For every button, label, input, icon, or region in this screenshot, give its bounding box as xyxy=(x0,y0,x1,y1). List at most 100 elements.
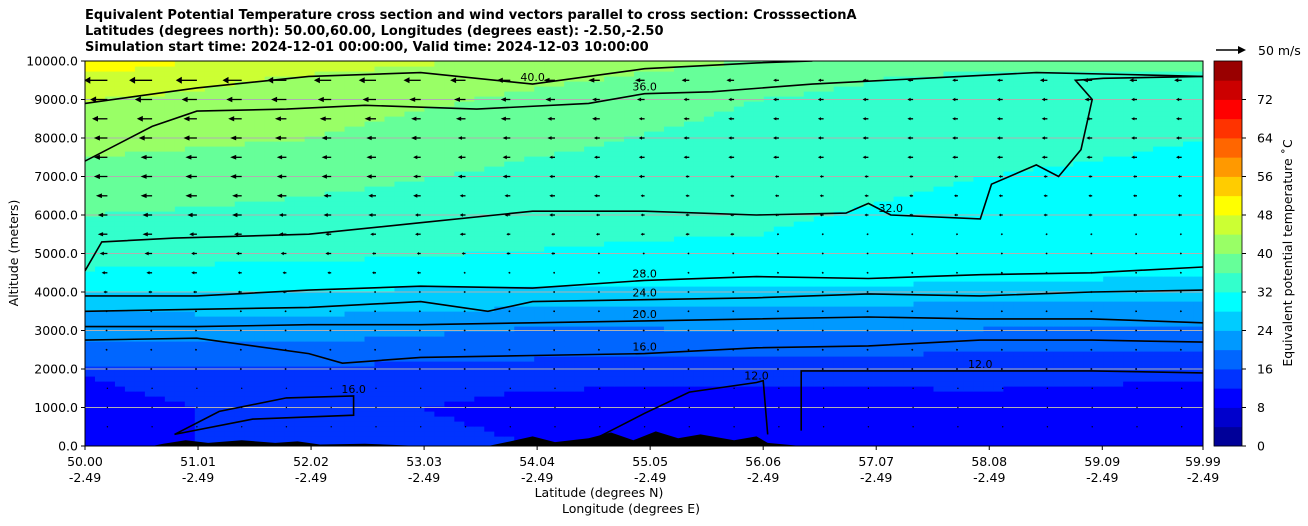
field-cell xyxy=(1013,426,1024,432)
field-cell xyxy=(1153,281,1164,287)
field-cell xyxy=(284,391,296,397)
field-cell xyxy=(354,326,366,332)
field-cell xyxy=(773,311,785,317)
field-cell xyxy=(1133,356,1144,362)
field-cell xyxy=(114,406,126,412)
field-cell xyxy=(164,411,176,417)
field-cell xyxy=(374,411,386,417)
field-cell xyxy=(544,326,555,332)
field-cell xyxy=(1033,321,1044,327)
field-cell xyxy=(334,396,346,402)
field-cell xyxy=(85,376,96,382)
field-cell xyxy=(873,361,885,367)
field-cell xyxy=(604,296,615,302)
field-cell xyxy=(414,426,425,432)
field-cell xyxy=(284,261,296,267)
field-cell xyxy=(933,261,945,267)
field-cell xyxy=(434,316,445,322)
field-cell xyxy=(304,321,316,327)
field-cell xyxy=(524,421,535,427)
field-cell xyxy=(883,356,895,362)
field-cell xyxy=(374,416,386,422)
field-cell xyxy=(624,401,635,407)
field-cell xyxy=(813,431,825,437)
field-cell xyxy=(184,391,196,397)
field-cell xyxy=(863,261,875,267)
field-cell xyxy=(883,431,895,437)
field-cell xyxy=(584,386,595,392)
field-cell xyxy=(144,351,156,357)
field-cell xyxy=(923,436,935,442)
field-cell xyxy=(783,401,795,407)
field-cell xyxy=(843,256,855,262)
field-cell xyxy=(284,311,296,317)
field-cell xyxy=(184,351,196,357)
field-cell xyxy=(634,346,645,352)
field-cell xyxy=(494,401,505,407)
field-cell xyxy=(614,261,625,267)
field-cell xyxy=(1103,231,1114,237)
field-cell xyxy=(733,256,745,262)
field-cell xyxy=(903,226,915,232)
field-cell xyxy=(1193,256,1203,262)
field-cell xyxy=(634,381,645,387)
field-cell xyxy=(184,256,196,262)
field-cell xyxy=(893,406,905,412)
field-cell xyxy=(863,436,875,442)
field-cell xyxy=(1103,321,1114,327)
field-cell xyxy=(394,316,406,322)
field-cell xyxy=(274,431,286,437)
field-cell xyxy=(514,356,525,362)
field-cell xyxy=(484,271,495,277)
field-cell xyxy=(464,316,475,322)
field-cell xyxy=(933,256,945,262)
field-cell xyxy=(983,266,994,272)
field-cell xyxy=(1183,306,1194,312)
field-cell xyxy=(85,311,96,317)
field-cell xyxy=(1173,336,1184,342)
field-cell xyxy=(963,431,975,437)
field-cell xyxy=(284,371,296,377)
field-cell xyxy=(863,396,875,402)
field-cell xyxy=(334,331,346,337)
field-cell xyxy=(85,256,96,262)
field-cell xyxy=(823,236,835,242)
field-cell xyxy=(344,346,356,352)
field-cell xyxy=(1163,346,1174,352)
field-cell xyxy=(334,231,346,237)
field-cell xyxy=(504,411,515,417)
field-cell xyxy=(194,416,206,422)
field-cell xyxy=(224,296,236,302)
field-cell xyxy=(444,236,455,242)
field-cell xyxy=(204,391,216,397)
field-cell xyxy=(284,286,296,292)
field-cell xyxy=(544,321,555,327)
field-cell xyxy=(484,221,495,227)
field-cell xyxy=(85,326,96,332)
field-cell xyxy=(843,301,855,307)
field-cell xyxy=(334,291,346,297)
field-cell xyxy=(384,266,396,272)
field-cell xyxy=(703,376,715,382)
field-cell xyxy=(634,281,645,287)
field-cell xyxy=(314,411,326,417)
field-cell xyxy=(504,256,515,262)
field-cell xyxy=(344,376,356,382)
field-cell xyxy=(354,301,366,307)
field-cell xyxy=(94,421,106,427)
field-cell xyxy=(544,256,555,262)
field-cell xyxy=(154,306,166,312)
field-cell xyxy=(594,396,605,402)
field-cell xyxy=(554,381,565,387)
field-cell xyxy=(374,346,386,352)
field-cell xyxy=(644,291,655,297)
field-cell xyxy=(1153,321,1164,327)
field-cell xyxy=(85,221,96,227)
field-cell xyxy=(753,356,765,362)
field-cell xyxy=(374,401,386,407)
field-cell xyxy=(913,416,925,422)
field-cell xyxy=(783,356,795,362)
field-cell xyxy=(214,396,226,402)
field-cell xyxy=(384,221,396,227)
field-cell xyxy=(624,436,635,442)
